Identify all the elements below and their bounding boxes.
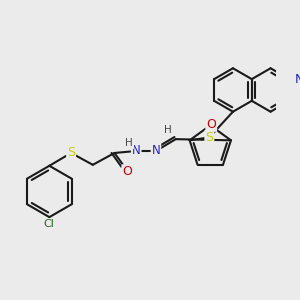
Text: N: N — [152, 145, 160, 158]
Text: H: H — [125, 138, 133, 148]
Text: Cl: Cl — [43, 219, 54, 229]
Text: S: S — [67, 146, 75, 160]
Text: H: H — [164, 125, 172, 135]
Text: S: S — [206, 131, 213, 144]
Text: N: N — [132, 145, 141, 158]
Text: N: N — [294, 73, 300, 85]
Text: O: O — [122, 165, 132, 178]
Text: O: O — [206, 118, 216, 131]
